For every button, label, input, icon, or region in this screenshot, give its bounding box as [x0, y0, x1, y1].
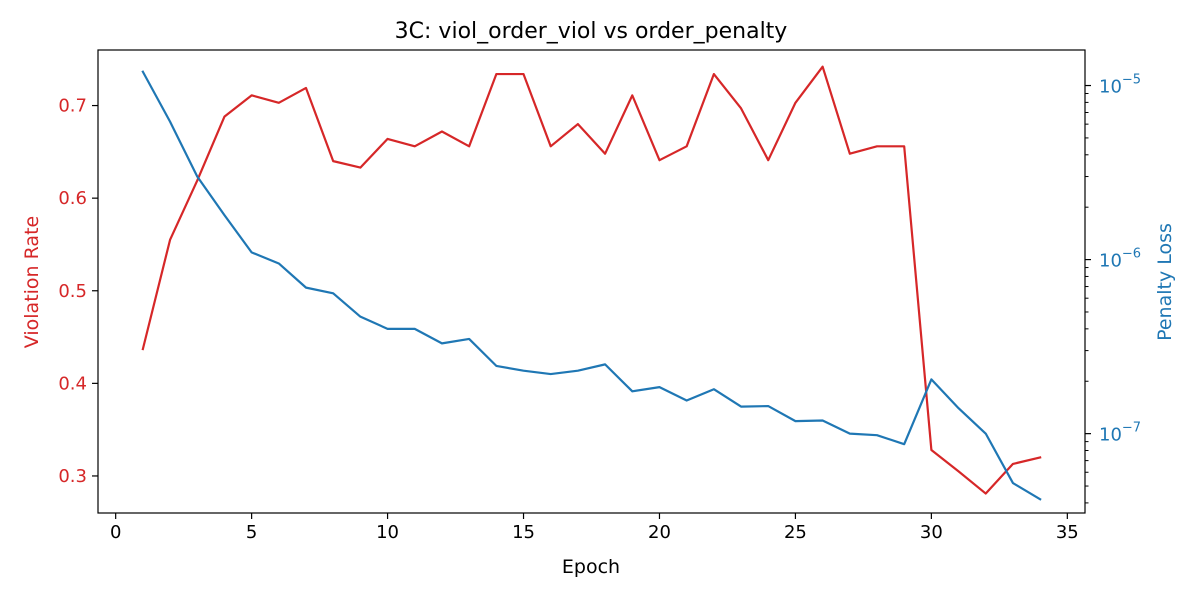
chart-title: 3C: viol_order_viol vs order_penalty [395, 19, 788, 44]
series-layer [141, 65, 1042, 501]
left-y-tick-label: 0.7 [58, 96, 87, 117]
x-tick-label: 35 [1056, 522, 1079, 543]
right-y-tick-exponent: −5 [1122, 73, 1141, 88]
right-y-tick-base: 10 [1099, 425, 1122, 446]
penalty-loss-line [141, 70, 1042, 501]
plot-area [97, 49, 1086, 514]
left-y-tick-label: 0.3 [58, 466, 87, 487]
right-y-tick-exponent: −6 [1122, 247, 1141, 262]
x-axis-title: Epoch [562, 556, 620, 578]
x-tick-label: 10 [376, 522, 399, 543]
left-y-axis: 0.3 0.4 0.5 0.6 0.7 [58, 96, 98, 487]
right-y-tick-base: 10 [1099, 251, 1122, 272]
x-tick-label: 20 [648, 522, 671, 543]
left-y-axis-title: Violation Rate [21, 216, 43, 348]
right-y-tick-label: 10−5 [1099, 73, 1141, 98]
right-y-tick-label: 10−6 [1099, 247, 1141, 272]
right-y-axis-title: Penalty Loss [1154, 223, 1176, 341]
right-y-tick-exponent: −7 [1122, 421, 1141, 436]
x-tick-label: 15 [512, 522, 535, 543]
left-y-tick-label: 0.5 [58, 281, 87, 302]
left-y-tick-label: 0.6 [58, 188, 87, 209]
x-tick-label: 5 [246, 522, 257, 543]
right-y-axis: 10−710−610−5 [1085, 73, 1141, 504]
right-y-tick-base: 10 [1099, 77, 1122, 98]
violation-rate-line [141, 65, 1042, 495]
right-y-tick-label: 10−7 [1099, 421, 1141, 446]
x-tick-label: 30 [920, 522, 943, 543]
left-y-tick-label: 0.4 [58, 373, 87, 394]
x-tick-label: 0 [110, 522, 121, 543]
x-axis: 0 5 10 15 20 25 30 35 [110, 513, 1079, 543]
x-tick-label: 25 [784, 522, 807, 543]
plot-frame [97, 49, 1086, 514]
